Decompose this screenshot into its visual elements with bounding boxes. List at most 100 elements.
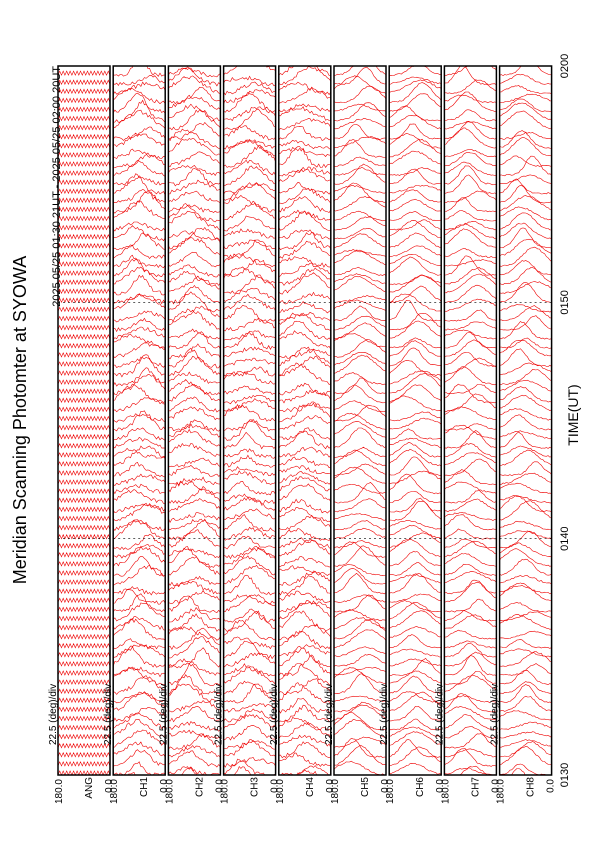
trace — [168, 683, 221, 703]
trace — [168, 575, 221, 587]
trace — [278, 570, 331, 586]
trace — [334, 483, 386, 494]
trace — [278, 182, 331, 195]
trace — [444, 581, 497, 603]
trace — [278, 514, 331, 531]
trace — [444, 553, 497, 567]
trace — [58, 415, 110, 422]
panel-scale: 22.5 (deg)/div — [434, 684, 445, 745]
trace — [168, 396, 221, 413]
trace — [499, 206, 552, 221]
trace — [389, 657, 442, 677]
trace — [334, 701, 386, 713]
trace — [168, 476, 221, 487]
trace — [444, 571, 497, 583]
trace — [113, 761, 166, 775]
trace — [444, 161, 497, 176]
trace — [223, 480, 276, 496]
trace — [223, 138, 276, 157]
trace — [168, 546, 221, 568]
panel-frame — [57, 65, 111, 776]
trace — [334, 196, 386, 212]
trace — [389, 562, 442, 576]
trace — [168, 556, 221, 576]
trace — [168, 589, 221, 605]
trace — [499, 102, 552, 120]
trace — [278, 312, 331, 332]
trace — [168, 580, 221, 595]
trace — [223, 546, 276, 566]
trace — [113, 293, 166, 310]
trace — [223, 508, 276, 520]
trace — [168, 355, 221, 376]
panel-max: 180.0 — [220, 779, 231, 804]
trace — [278, 644, 331, 657]
trace — [278, 66, 331, 85]
trace — [334, 250, 386, 266]
trace — [223, 145, 276, 168]
trace — [223, 165, 276, 187]
trace — [444, 152, 497, 167]
panel-frame — [388, 65, 442, 776]
trace — [444, 693, 497, 713]
trace — [58, 388, 110, 394]
trace — [113, 367, 166, 387]
x-tick-label: 0140 — [559, 526, 571, 550]
traces — [389, 66, 442, 775]
trace — [168, 190, 221, 204]
panel-scale: 22.5 (deg)/div — [324, 684, 335, 745]
trace — [113, 81, 166, 95]
trace — [334, 463, 386, 476]
trace — [223, 182, 276, 195]
trace — [334, 372, 386, 386]
trace — [389, 359, 442, 376]
trace — [334, 519, 386, 531]
trace — [113, 473, 166, 487]
panel-scale: 22.5 (deg)/div — [158, 684, 169, 745]
trace — [389, 293, 442, 312]
trace — [58, 406, 110, 413]
trace — [334, 594, 386, 603]
trace — [168, 109, 221, 131]
trace — [278, 118, 331, 131]
trace — [168, 305, 221, 323]
trace — [499, 530, 552, 549]
trace — [223, 159, 276, 176]
trace — [389, 691, 442, 712]
trace — [223, 194, 276, 213]
trace — [223, 66, 276, 76]
trace — [113, 691, 166, 704]
trace — [113, 437, 166, 449]
trace — [389, 274, 442, 293]
trace — [334, 322, 386, 340]
trace — [168, 371, 221, 384]
trace — [444, 610, 497, 622]
trace — [168, 379, 221, 395]
x-tick-label: 0200 — [559, 54, 571, 78]
trace — [223, 228, 276, 239]
trace — [444, 66, 497, 86]
trace — [58, 652, 110, 658]
trace — [278, 498, 331, 514]
trace — [278, 401, 331, 423]
trace — [334, 139, 386, 158]
trace — [278, 355, 331, 377]
trace — [223, 304, 276, 323]
trace — [168, 674, 221, 695]
trace — [444, 726, 497, 739]
trace — [223, 724, 276, 741]
trace — [499, 93, 552, 103]
panel-scale: 22.5 (deg)/div — [214, 684, 225, 745]
trace — [58, 479, 110, 485]
trace — [168, 547, 221, 558]
trace — [113, 317, 166, 333]
trace — [278, 456, 331, 469]
trace — [334, 136, 386, 149]
trace — [278, 166, 331, 177]
trace — [444, 255, 497, 276]
trace — [499, 98, 552, 112]
trace — [278, 716, 331, 731]
trace — [499, 130, 552, 149]
trace — [499, 482, 552, 494]
trace — [389, 573, 442, 594]
